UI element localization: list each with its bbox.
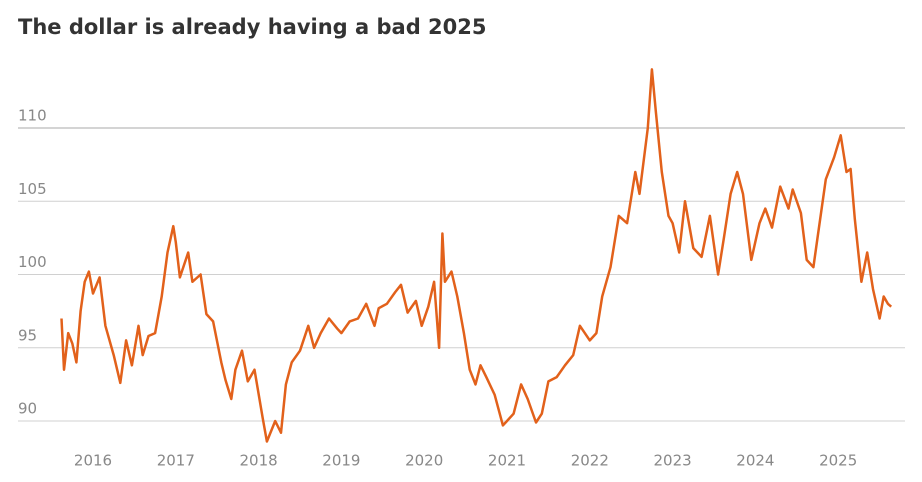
y-tick-label: 100 [18, 253, 47, 271]
x-tick-label: 2024 [736, 452, 774, 470]
x-tick-label: 2018 [240, 452, 278, 470]
y-tick-label: 110 [18, 107, 47, 125]
line-series [60, 68, 893, 443]
x-tick-label: 2016 [74, 452, 112, 470]
y-tick-label: 90 [18, 400, 37, 418]
x-tick-label: 2019 [322, 452, 360, 470]
y-tick-label: 105 [18, 180, 47, 198]
y-tick-label: 95 [18, 326, 37, 344]
chart-title: The dollar is already having a bad 2025 [18, 15, 486, 39]
x-tick-label: 2022 [571, 452, 609, 470]
x-tick-label: 2017 [157, 452, 195, 470]
x-tick-label: 2021 [488, 452, 526, 470]
x-tick-label: 2025 [819, 452, 857, 470]
x-tick-label: 2023 [654, 452, 692, 470]
x-tick-label: 2020 [405, 452, 443, 470]
